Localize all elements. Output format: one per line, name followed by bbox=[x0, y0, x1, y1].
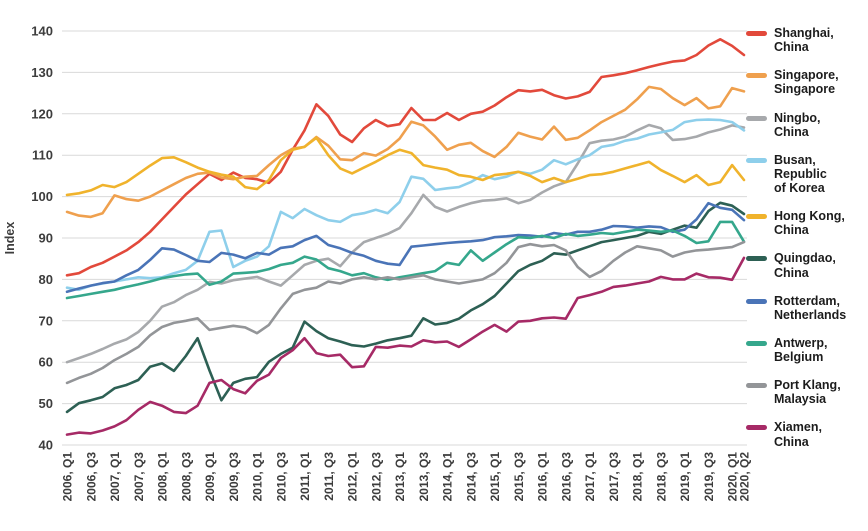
series-line-busan-republic-of-korea bbox=[65, 118, 746, 292]
legend-label-singapore-singapore: Singapore, Singapore bbox=[774, 68, 839, 97]
legend-swatch-quingdao-china bbox=[746, 256, 767, 262]
legend-swatch-antwerp-belgium bbox=[746, 340, 767, 346]
x-tick-label-2012-q3: 2012, Q3 bbox=[369, 452, 383, 502]
y-tick-label-140: 140 bbox=[31, 24, 53, 39]
x-tick-label-2006-q1: 2006, Q1 bbox=[61, 452, 75, 502]
legend-label-hong-kong-china: Hong Kong, China bbox=[774, 209, 845, 238]
y-tick-label-60: 60 bbox=[39, 355, 53, 370]
legend-swatch-xiamen-china bbox=[746, 425, 767, 431]
y-tick-label-130: 130 bbox=[31, 65, 53, 80]
series-line-xiamen-china bbox=[65, 256, 746, 436]
legend-label-shanghai-china: Shanghai, China bbox=[774, 26, 834, 55]
series-line-port-klang-malaysia bbox=[65, 240, 746, 385]
legend-swatch-port-klang-malaysia bbox=[746, 383, 767, 389]
x-tick-label-2016-q1: 2016, Q1 bbox=[536, 452, 550, 502]
legend-label-rotterdam-netherlands: Rotterdam, Netherlands bbox=[774, 293, 847, 322]
chart-legend: Shanghai, China Singapore, Singapore Ningb… bbox=[746, 26, 868, 449]
series-line-hong-kong-china bbox=[65, 136, 746, 197]
series-line-singapore-singapore bbox=[65, 85, 746, 219]
x-tick-label-2008-q3: 2008, Q3 bbox=[179, 452, 193, 502]
x-tick-label-2014-q1: 2014, Q1 bbox=[441, 452, 455, 502]
y-tick-label-80: 80 bbox=[39, 272, 53, 287]
legend-label-xiamen-china: Xiamen, China bbox=[774, 420, 822, 449]
legend-item-rotterdam-netherlands: Rotterdam, Netherlands bbox=[746, 294, 868, 322]
x-tick-label-2009-q3: 2009, Q3 bbox=[227, 452, 241, 502]
legend-label-port-klang-malaysia: Port Klang, Malaysia bbox=[774, 378, 841, 407]
legend-item-port-klang-malaysia: Port Klang, Malaysia bbox=[746, 378, 868, 406]
legend-item-hong-kong-china: Hong Kong, China bbox=[746, 209, 868, 237]
y-tick-label-70: 70 bbox=[39, 313, 53, 328]
x-tick-label-2016-q3: 2016, Q3 bbox=[559, 452, 573, 502]
x-tick-label-2020-q2: 2020, Q2 bbox=[738, 452, 752, 502]
legend-item-busan-republic-of-korea: Busan, Republic of Korea bbox=[746, 153, 868, 195]
y-tick-label-90: 90 bbox=[39, 231, 53, 246]
legend-swatch-busan-republic-of-korea bbox=[746, 157, 767, 163]
x-tick-label-2019-q1: 2019, Q1 bbox=[678, 452, 692, 502]
x-tick-label-2009-q1: 2009, Q1 bbox=[203, 452, 217, 502]
legend-label-quingdao-china: Quingdao, China bbox=[774, 251, 836, 280]
legend-swatch-shanghai-china bbox=[746, 31, 767, 36]
legend-swatch-ningbo-china bbox=[746, 115, 767, 121]
legend-item-xiamen-china: Xiamen, China bbox=[746, 420, 868, 449]
series-line-shanghai-china bbox=[65, 37, 746, 277]
x-tick-label-2007-q1: 2007, Q1 bbox=[108, 452, 122, 502]
legend-item-ningbo-china: Ningbo, China bbox=[746, 111, 868, 139]
x-tick-label-2013-q3: 2013, Q3 bbox=[417, 452, 431, 502]
legend-swatch-rotterdam-netherlands bbox=[746, 298, 767, 304]
series-line-rotterdam-netherlands bbox=[65, 201, 746, 294]
x-tick-label-2007-q3: 2007, Q3 bbox=[132, 452, 146, 502]
legend-swatch-hong-kong-china bbox=[746, 214, 767, 220]
x-tick-label-2017-q1: 2017, Q1 bbox=[583, 452, 597, 502]
series-line-ningbo-china bbox=[65, 123, 746, 364]
series-line-antwerp-belgium bbox=[65, 220, 746, 300]
x-tick-label-2019-q3: 2019, Q3 bbox=[702, 452, 716, 502]
x-tick-label-2006-q3: 2006, Q3 bbox=[84, 452, 98, 502]
y-axis-title: Index bbox=[3, 222, 17, 255]
legend-item-singapore-singapore: Singapore, Singapore bbox=[746, 68, 868, 96]
y-tick-label-120: 120 bbox=[31, 106, 53, 121]
x-tick-label-2010-q3: 2010, Q3 bbox=[274, 452, 288, 502]
x-tick-label-2012-q1: 2012, Q1 bbox=[346, 452, 360, 502]
series-line-quingdao-china bbox=[65, 201, 746, 414]
y-tick-label-40: 40 bbox=[39, 438, 53, 453]
y-tick-label-50: 50 bbox=[39, 396, 53, 411]
legend-label-antwerp-belgium: Antwerp, Belgium bbox=[774, 335, 828, 364]
legend-item-shanghai-china: Shanghai, China bbox=[746, 26, 868, 54]
x-tick-label-2015-q1: 2015, Q1 bbox=[488, 452, 502, 502]
x-tick-label-2014-q3: 2014, Q3 bbox=[464, 452, 478, 502]
x-tick-label-2018-q1: 2018, Q1 bbox=[631, 452, 645, 502]
x-tick-label-2011-q3: 2011, Q3 bbox=[322, 452, 336, 501]
x-tick-label-2008-q1: 2008, Q1 bbox=[156, 452, 170, 502]
legend-label-ningbo-china: Ningbo, China bbox=[774, 110, 821, 139]
x-tick-label-2011-q1: 2011, Q1 bbox=[298, 452, 312, 501]
legend-label-busan-republic-of-korea: Busan, Republic of Korea bbox=[774, 152, 827, 195]
y-tick-label-100: 100 bbox=[31, 189, 53, 204]
legend-item-antwerp-belgium: Antwerp, Belgium bbox=[746, 336, 868, 364]
legend-item-quingdao-china: Quingdao, China bbox=[746, 251, 868, 280]
y-tick-label-110: 110 bbox=[32, 148, 53, 163]
x-tick-label-2015-q3: 2015, Q3 bbox=[512, 452, 526, 502]
x-tick-label-2018-q3: 2018, Q3 bbox=[654, 452, 668, 502]
legend-swatch-singapore-singapore bbox=[746, 73, 767, 79]
x-tick-label-2010-q1: 2010, Q1 bbox=[251, 452, 265, 502]
x-tick-label-2017-q3: 2017, Q3 bbox=[607, 452, 621, 502]
x-tick-label-2013-q1: 2013, Q1 bbox=[393, 452, 407, 502]
x-tick-label-2020-q1: 2020, Q1 bbox=[726, 452, 740, 502]
